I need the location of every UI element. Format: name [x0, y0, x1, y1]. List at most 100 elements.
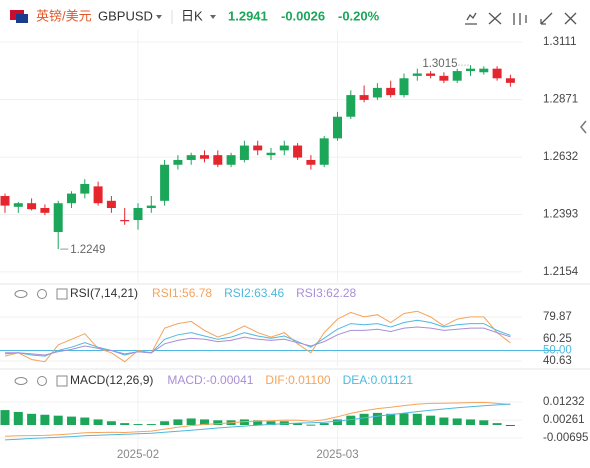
candle-body [505, 78, 515, 83]
panel-title: MACD(12,26,9) [70, 373, 153, 387]
macd-bar [253, 420, 263, 425]
y-tick-label: 0.01232 [543, 396, 585, 408]
macd-bar [13, 411, 23, 425]
candle-body [346, 95, 356, 117]
indicator-button[interactable] [465, 12, 477, 25]
x-tick-label: 2025-02 [117, 449, 159, 461]
candle-body [466, 68, 475, 72]
macd-bar [359, 413, 369, 425]
macd-bar [27, 413, 37, 425]
change-pct: -0.20% [338, 8, 380, 23]
legend-entry: MACD:-0.00041 [167, 373, 253, 387]
candle-body [80, 183, 90, 194]
y-tick-label: 1.2632 [543, 151, 578, 163]
y-tick-label: 1.3111 [543, 36, 576, 48]
macd-bar [266, 421, 276, 425]
settings-icon[interactable] [37, 289, 47, 299]
legend-entry: RSI2:63.46 [224, 286, 284, 300]
flag-icon [16, 14, 28, 23]
candle-body [53, 203, 63, 233]
settings-icon[interactable] [37, 376, 47, 386]
macd-bar [146, 424, 156, 426]
candle-body [146, 205, 156, 209]
macd-bar [133, 424, 143, 426]
candle-body [40, 208, 50, 213]
macd-bar [293, 423, 303, 425]
kline-button[interactable] [513, 13, 527, 25]
candle-body [239, 145, 249, 160]
x-tick-label: 2025-03 [316, 449, 358, 461]
panel-title: RSI(7,14,21) [70, 286, 138, 300]
macd-bar [173, 419, 183, 425]
dropdown-icon[interactable] [210, 15, 216, 19]
close-icon[interactable] [56, 375, 68, 387]
visibility-icon[interactable] [14, 377, 28, 385]
legend-entry: DIF:0.01100 [265, 373, 330, 387]
candle-body [226, 155, 236, 165]
candle-body [266, 152, 276, 156]
y-tick-label: 1.2154 [543, 266, 579, 278]
macd-bar [333, 419, 342, 425]
macd-bar [412, 413, 422, 425]
draw-button[interactable] [488, 12, 502, 25]
line-series [4, 319, 511, 357]
legend-entry: DEA:0.01121 [343, 373, 414, 387]
dropdown-icon[interactable] [156, 15, 162, 19]
legend-entry: RSI3:62.28 [296, 286, 356, 300]
y-tick-label: 0.00261 [543, 414, 585, 426]
macd-bar [479, 420, 489, 425]
candle-body [160, 164, 170, 201]
y-tick-label: 50.00 [543, 345, 572, 357]
candle-body [253, 145, 263, 151]
candle-body [213, 155, 223, 165]
macd-bar [93, 419, 103, 425]
macd-bar [80, 417, 90, 425]
macd-bar [439, 417, 449, 425]
close-icon[interactable] [56, 288, 68, 300]
min-label: 1.2249 [70, 244, 105, 256]
y-tick-label: 1.2393 [543, 209, 578, 221]
macd-bar [40, 414, 50, 425]
candle-body [13, 203, 23, 207]
symbol[interactable]: GBPUSD [98, 8, 153, 23]
macd-bar [306, 424, 316, 426]
line-series [4, 403, 511, 441]
candle-body [279, 145, 289, 151]
candle-body [0, 195, 10, 206]
candle-body [399, 78, 409, 96]
visibility-icon[interactable] [14, 290, 28, 298]
candle-body [120, 220, 130, 222]
macd-bar [279, 421, 289, 425]
macd-bar [505, 424, 515, 426]
candle-body [386, 87, 396, 96]
period[interactable]: 日K [181, 8, 203, 23]
candle-body [293, 145, 303, 158]
macd-bar [213, 420, 223, 425]
y-tick-label: -0.00695 [543, 432, 588, 444]
macd-bar [239, 419, 249, 425]
candle-body [186, 155, 196, 160]
macd-bar [106, 421, 116, 425]
macd-bar [426, 415, 436, 425]
candle-body [133, 208, 143, 221]
macd-bar [53, 415, 63, 425]
candle-body [319, 138, 329, 165]
pair-name[interactable]: 英镑/美元 [36, 8, 92, 23]
close-button[interactable] [564, 12, 577, 25]
candle-body [173, 159, 183, 165]
candle-body [492, 68, 502, 79]
macd-bar [200, 419, 209, 425]
y-tick-label: 40.63 [543, 355, 572, 367]
change: -0.0026 [281, 8, 325, 23]
macd-bar [372, 412, 382, 425]
line-series [4, 401, 511, 437]
collapse-arrow[interactable] [580, 120, 587, 134]
line-series [5, 326, 511, 356]
macd-bar [492, 423, 502, 425]
expand-button[interactable] [540, 12, 553, 25]
macd-bar [346, 415, 356, 425]
macd-bar [386, 413, 396, 425]
candle-body [452, 71, 462, 81]
